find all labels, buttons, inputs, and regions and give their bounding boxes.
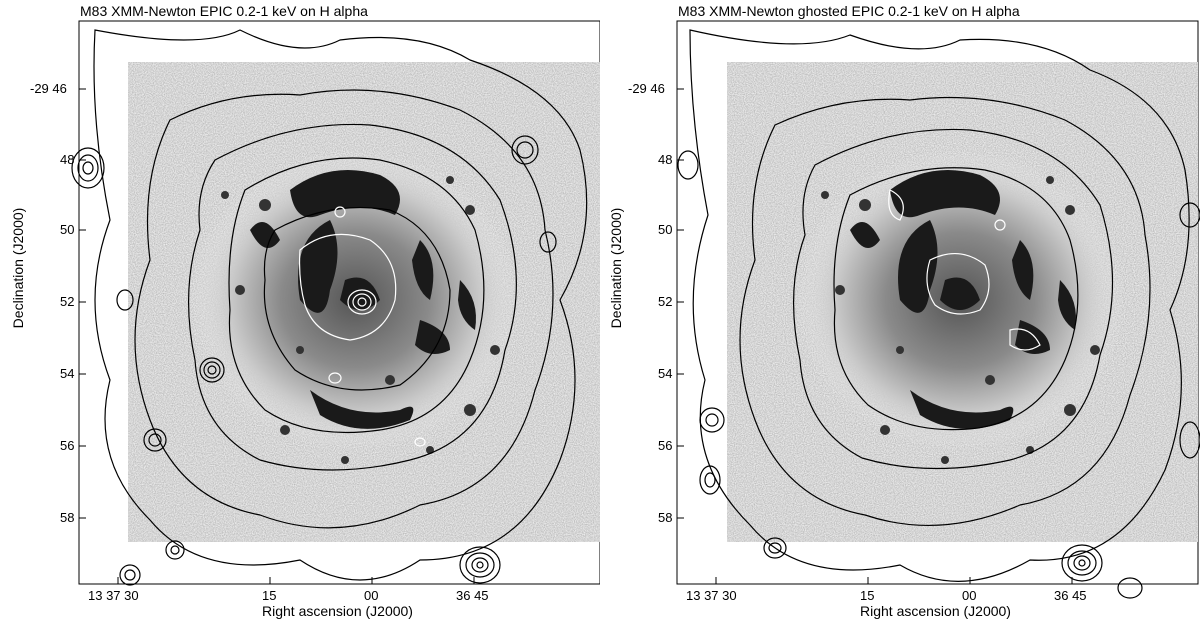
ytick: 50: [60, 222, 75, 237]
ytick: 58: [60, 510, 75, 525]
ytick: 54: [60, 366, 75, 381]
right-panel: M83 XMM-Newton ghosted EPIC 0.2-1 keV on…: [600, 0, 1200, 623]
ytick: 52: [658, 294, 673, 309]
xtick: 00: [364, 588, 379, 603]
inner-contours: [298, 206, 426, 447]
xtick: 13 37 30: [88, 588, 139, 603]
y-axis-label: Declination (J2000): [608, 207, 624, 329]
left-image: [71, 20, 600, 586]
y-axis-label: Declination (J2000): [10, 207, 26, 329]
x-axis-label: Right ascension (J2000): [262, 603, 413, 619]
x-axis-label: Right ascension (J2000): [860, 603, 1011, 619]
spiral-arms: [850, 170, 1076, 429]
xtick: 15: [860, 588, 875, 603]
panel-title: M83 XMM-Newton EPIC 0.2-1 keV on H alpha: [80, 3, 368, 19]
ytick: 54: [658, 366, 673, 381]
ytick: 48: [60, 152, 75, 167]
xtick: 36 45: [456, 588, 489, 603]
left-panel: M83 XMM-Newton EPIC 0.2-1 keV on H alpha: [10, 3, 600, 619]
ytick: 52: [60, 294, 75, 309]
inner-contours: [888, 189, 1041, 351]
tick-marks: [79, 88, 475, 584]
xray-contours: [677, 29, 1200, 599]
ytick: 56: [60, 438, 75, 453]
right-image: [676, 20, 1200, 599]
ytick: 48: [658, 152, 673, 167]
tick-marks: [677, 88, 1073, 584]
ytick: 50: [658, 222, 673, 237]
panel-title: M83 XMM-Newton ghosted EPIC 0.2-1 keV on…: [678, 3, 1020, 19]
hii-knots: [221, 176, 500, 464]
xtick: 36 45: [1054, 588, 1087, 603]
xray-contours: [71, 29, 588, 586]
ytick: 58: [658, 510, 673, 525]
xtick: 15: [262, 588, 277, 603]
xtick: 13 37 30: [686, 588, 737, 603]
ytick: -29 46: [628, 81, 665, 96]
xtick: 00: [962, 588, 977, 603]
ytick: -29 46: [30, 81, 67, 96]
hii-knots: [821, 176, 1100, 464]
spiral-arms: [250, 170, 476, 429]
ytick: 56: [658, 438, 673, 453]
